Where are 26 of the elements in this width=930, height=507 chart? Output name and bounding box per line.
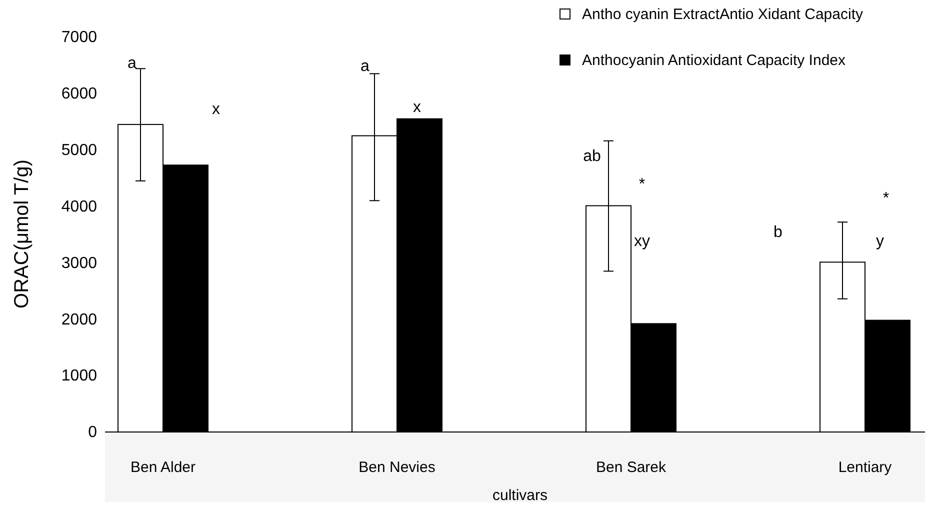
- annotation: x: [413, 99, 421, 116]
- y-tick-label: 1000: [61, 368, 98, 385]
- annotation: b: [774, 224, 783, 241]
- y-tick-label: 0: [88, 424, 98, 442]
- x-tick-label: Ben Alder: [130, 459, 196, 476]
- x-axis-title: cultivars: [492, 487, 548, 504]
- legend-label: Antho cyanin ExtractAntio Xidant Capacity: [582, 6, 864, 23]
- y-tick-label: 5000: [61, 142, 98, 159]
- y-tick-label: 7000: [61, 29, 98, 46]
- y-axis-title: ORAC(μmol T/g): [11, 160, 33, 308]
- annotation: xy: [634, 233, 650, 250]
- y-tick-label: 3000: [61, 254, 98, 272]
- y-tick-label: 6000: [61, 86, 98, 103]
- annotation: x: [212, 101, 220, 118]
- annotation: a: [128, 55, 137, 72]
- annotation: *: [882, 190, 890, 207]
- annotation: ab: [583, 148, 601, 165]
- annotation: *: [638, 176, 646, 193]
- x-tick-label: Lentiary: [838, 459, 892, 476]
- x-tick-label: Ben Nevies: [358, 459, 436, 476]
- annotation: y: [876, 233, 884, 250]
- annotation: a: [360, 58, 370, 75]
- y-tick-label: 2000: [61, 311, 98, 328]
- legend-label: Anthocyanin Antioxidant Capacity Index: [582, 52, 846, 69]
- x-tick-label: Ben Sarek: [596, 459, 667, 476]
- y-tick-label: 4000: [61, 198, 98, 216]
